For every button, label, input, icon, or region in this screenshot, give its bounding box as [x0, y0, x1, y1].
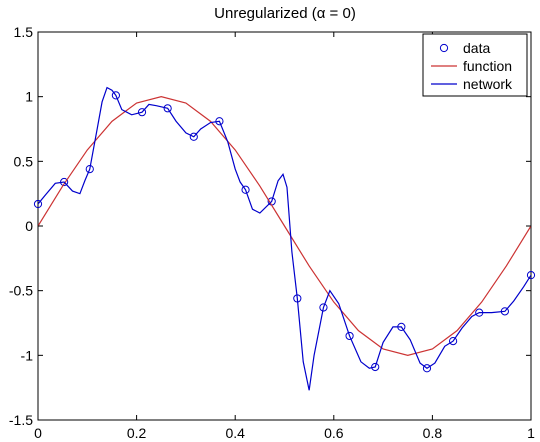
legend-function-label: function: [463, 58, 512, 74]
x-tick-label: 0: [34, 425, 42, 441]
series-data-point: [422, 364, 432, 373]
legend: data function network: [422, 33, 528, 97]
y-tick-label: -1: [21, 347, 34, 363]
legend-data-swatch: [439, 43, 449, 53]
legend-box: [422, 33, 528, 97]
y-tick-label: -0.5: [9, 283, 33, 299]
x-tick-label: 1: [527, 425, 535, 441]
series-data-point: [33, 199, 43, 209]
series-data-point: [345, 331, 354, 341]
x-tick-label: 0.4: [225, 425, 245, 441]
series-data-point: [163, 104, 172, 113]
series-data-point: [526, 271, 536, 280]
series-data-point: [85, 164, 94, 174]
x-tick-label: 0.6: [324, 425, 344, 441]
series-function-line: [38, 96, 531, 356]
y-tick-label: 0: [25, 218, 33, 234]
x-tick-label: 0.8: [423, 425, 443, 441]
series-data-point: [371, 362, 380, 372]
series-data-point: [319, 303, 328, 312]
y-tick-label: -1.5: [9, 412, 33, 428]
series-data-point: [189, 132, 198, 141]
x-tick-label: 0.2: [127, 425, 147, 441]
y-tick-label: 0.5: [14, 153, 34, 169]
y-tick-label: 1: [25, 89, 33, 105]
series-data-point: [449, 337, 458, 346]
series-data-point: [241, 185, 250, 194]
legend-network-label: network: [463, 76, 513, 92]
series-data-point: [137, 108, 147, 117]
series-network-line: [38, 86, 531, 391]
y-tick-label: 1.5: [14, 24, 34, 40]
legend-data-label: data: [463, 40, 490, 56]
chart-title: Unregularized (α = 0): [214, 5, 356, 22]
axis-ticks: 0 0.2 0.4 0.6 0.8 1 1.5 1 0.5 0 -0.5 -1 -1.5: [9, 24, 535, 441]
series-data-point: [111, 91, 120, 100]
